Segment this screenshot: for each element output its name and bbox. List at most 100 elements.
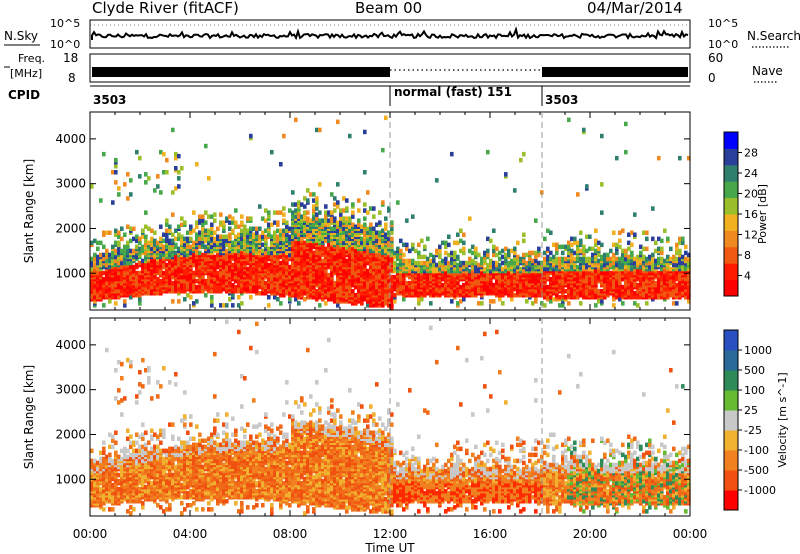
cpid-segment-1: 3503	[93, 93, 126, 107]
heatmap-cell	[564, 272, 568, 278]
heatmap-cell	[240, 214, 244, 219]
heatmap-cell	[597, 299, 601, 304]
heatmap-cell	[291, 291, 295, 296]
heatmap-cell	[99, 260, 103, 266]
heatmap-cell	[324, 214, 328, 219]
cpid-row: CPID 3503 normal (fast) 151 3503	[8, 85, 690, 107]
heatmap-cell	[351, 289, 355, 294]
heatmap-cell	[462, 297, 466, 302]
heatmap-cell	[522, 151, 526, 157]
heatmap-cell	[456, 254, 460, 260]
heatmap-cell	[195, 284, 199, 290]
heatmap-cell	[351, 280, 355, 286]
heatmap-cell	[384, 274, 388, 280]
heatmap-cell	[345, 258, 349, 264]
heatmap-cell	[249, 216, 253, 221]
heatmap-cell	[204, 252, 208, 258]
heatmap-cell	[261, 234, 265, 239]
heatmap-cell	[432, 262, 436, 268]
heatmap-cell	[444, 270, 448, 276]
heatmap-cell	[210, 214, 214, 219]
heatmap-cell	[339, 220, 343, 225]
heatmap-cell	[177, 224, 181, 229]
heatmap-cell	[675, 242, 679, 248]
heatmap-cell	[600, 289, 604, 294]
heatmap-cell	[636, 258, 640, 264]
heatmap-cell	[537, 284, 541, 290]
heatmap-cell	[228, 232, 232, 237]
heatmap-cell	[609, 262, 613, 268]
heatmap-cell	[228, 266, 232, 272]
heatmap-cell	[543, 256, 547, 262]
n-sky-label: N.Sky	[4, 29, 38, 43]
heatmap-cell	[594, 248, 598, 254]
freq-bar-segment-1	[92, 67, 390, 77]
heatmap-cell	[582, 272, 586, 278]
heatmap-cell	[201, 218, 205, 223]
heatmap-cell	[201, 252, 205, 258]
heatmap-cell	[357, 218, 361, 223]
heatmap-cell	[564, 244, 568, 250]
heatmap-cell	[657, 260, 661, 266]
heatmap-cell	[594, 242, 598, 248]
heatmap-cell	[612, 230, 616, 235]
heatmap-cell	[525, 264, 529, 270]
heatmap-cell	[480, 260, 484, 266]
heatmap-cell	[492, 299, 496, 304]
heatmap-cell	[618, 260, 622, 266]
heatmap-cell	[252, 248, 256, 254]
heatmap-cell	[231, 268, 235, 274]
heatmap-cell	[144, 224, 148, 229]
heatmap-cell	[636, 268, 640, 274]
heatmap-cell	[321, 218, 325, 223]
heatmap-cell	[477, 262, 481, 268]
heatmap-cell	[372, 214, 376, 219]
heatmap-cell	[666, 272, 670, 278]
heatmap-cell	[135, 262, 139, 268]
heatmap-cell	[570, 248, 574, 254]
heatmap-cell	[117, 250, 121, 256]
heatmap-cell	[210, 303, 214, 308]
heatmap-cell	[222, 220, 226, 225]
heatmap-cell	[468, 268, 472, 274]
heatmap-cell	[402, 284, 406, 290]
heatmap-cell	[234, 234, 238, 239]
heatmap-cell	[585, 184, 589, 189]
heatmap-cell	[450, 256, 454, 262]
heatmap-cell	[639, 258, 643, 264]
heatmap-cell	[669, 256, 673, 262]
heatmap-cell	[375, 280, 379, 286]
heatmap-cell	[483, 250, 487, 256]
heatmap-cell	[285, 224, 289, 229]
heatmap-cell	[645, 272, 649, 278]
heatmap-cell	[618, 297, 622, 302]
heatmap-cell	[117, 234, 121, 239]
heatmap-cell	[600, 254, 604, 260]
heatmap-cell	[231, 282, 235, 288]
heatmap-cell	[159, 289, 163, 294]
heatmap-cell	[114, 295, 118, 300]
heatmap-cell	[153, 230, 157, 235]
heatmap-cell	[249, 295, 253, 300]
heatmap-cell	[624, 278, 628, 284]
heatmap-cell	[633, 232, 637, 237]
heatmap-cell	[246, 228, 250, 233]
heatmap-cell	[549, 230, 553, 235]
heatmap-cell	[210, 230, 214, 235]
heatmap-cell	[618, 256, 622, 262]
heatmap-cell	[183, 297, 187, 302]
heatmap-cell	[258, 204, 262, 209]
freq-tick-bottom: 8	[68, 71, 76, 85]
heatmap-cell	[492, 228, 496, 233]
heatmap-cell	[363, 202, 367, 207]
heatmap-cell	[111, 258, 115, 264]
heatmap-cell	[621, 252, 625, 258]
heatmap-cell	[99, 198, 103, 203]
freq-panel: Freq. [MHz] 18 8 60 0 Nave	[4, 51, 783, 85]
heatmap-cell	[456, 232, 460, 237]
heatmap-cell	[189, 224, 193, 229]
heatmap-cell	[249, 133, 253, 139]
heatmap-cell	[114, 270, 118, 276]
heatmap-cell	[390, 226, 394, 231]
heatmap-cell	[123, 244, 127, 250]
